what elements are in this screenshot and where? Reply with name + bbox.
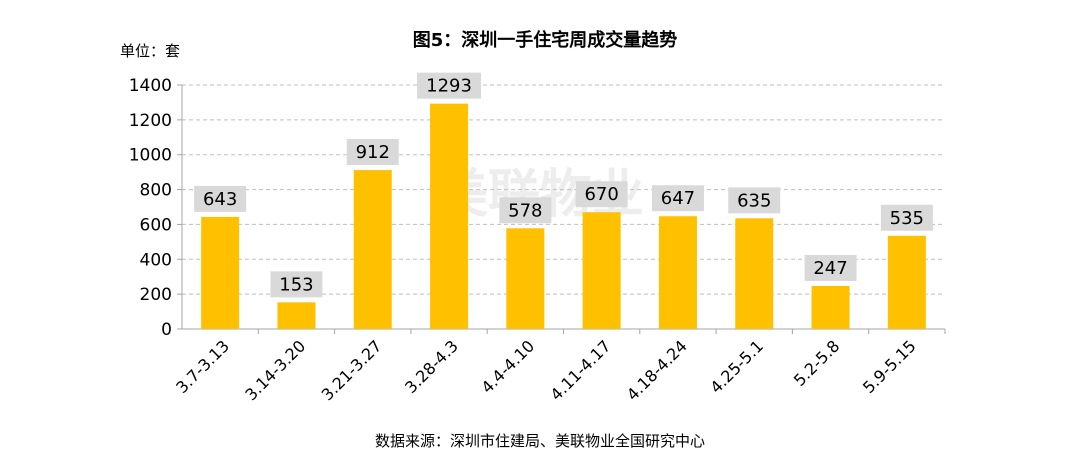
x-tick-label: 3.7-3.13 bbox=[172, 336, 233, 397]
y-tick-label: 1200 bbox=[129, 111, 172, 131]
bar bbox=[430, 103, 469, 329]
bar bbox=[353, 170, 392, 329]
bar bbox=[887, 235, 926, 329]
data-label-box bbox=[804, 254, 857, 281]
bar bbox=[735, 218, 774, 329]
data-label: 670 bbox=[584, 184, 618, 205]
data-label: 635 bbox=[737, 190, 771, 211]
data-label: 153 bbox=[279, 274, 313, 295]
data-label: 578 bbox=[508, 200, 542, 221]
bar bbox=[658, 216, 697, 329]
bar bbox=[201, 216, 240, 329]
data-label-box bbox=[575, 181, 628, 208]
data-label-box bbox=[880, 204, 933, 231]
x-tick-label: 5.9-5.15 bbox=[859, 336, 920, 397]
x-tick-label: 4.25-5.1 bbox=[706, 336, 767, 397]
bar bbox=[277, 302, 316, 329]
y-tick-label: 200 bbox=[140, 285, 172, 305]
data-label: 647 bbox=[661, 188, 695, 209]
y-tick-label: 1000 bbox=[129, 146, 172, 166]
y-tick-label: 800 bbox=[140, 181, 172, 201]
chart-title: 图5：深圳一手住宅周成交量趋势 bbox=[413, 29, 678, 51]
data-label-box bbox=[270, 271, 323, 298]
unit-label: 单位：套 bbox=[120, 42, 180, 60]
x-tick-label: 4.18-4.24 bbox=[623, 336, 691, 404]
data-label: 535 bbox=[890, 208, 924, 229]
x-tick-label: 3.28-4.3 bbox=[401, 336, 462, 397]
data-label-box bbox=[194, 185, 247, 212]
bar bbox=[582, 212, 621, 329]
x-tick-label: 5.2-5.8 bbox=[790, 336, 844, 390]
data-label-box bbox=[651, 185, 704, 212]
data-label: 1293 bbox=[426, 76, 472, 97]
x-tick-label: 3.21-3.27 bbox=[318, 336, 386, 404]
y-tick-label: 600 bbox=[140, 215, 172, 235]
y-tick-label: 400 bbox=[140, 250, 172, 270]
y-tick-label: 1400 bbox=[129, 76, 172, 96]
data-label-box bbox=[499, 197, 552, 224]
bar bbox=[506, 228, 545, 329]
data-label-box bbox=[346, 139, 399, 166]
x-tick-label: 3.14-3.20 bbox=[241, 336, 309, 404]
source-note: 数据来源：深圳市住建局、美联物业全国研究中心 bbox=[375, 432, 705, 450]
data-label: 247 bbox=[813, 258, 847, 279]
x-tick-label: 4.11-4.17 bbox=[547, 336, 615, 404]
data-label-box bbox=[728, 187, 781, 214]
y-tick-label: 0 bbox=[161, 320, 172, 340]
data-label: 912 bbox=[356, 142, 390, 163]
data-label-box bbox=[417, 72, 482, 99]
data-label: 643 bbox=[203, 189, 237, 210]
bar bbox=[811, 285, 850, 329]
x-tick-label: 4.4-4.10 bbox=[477, 336, 538, 397]
